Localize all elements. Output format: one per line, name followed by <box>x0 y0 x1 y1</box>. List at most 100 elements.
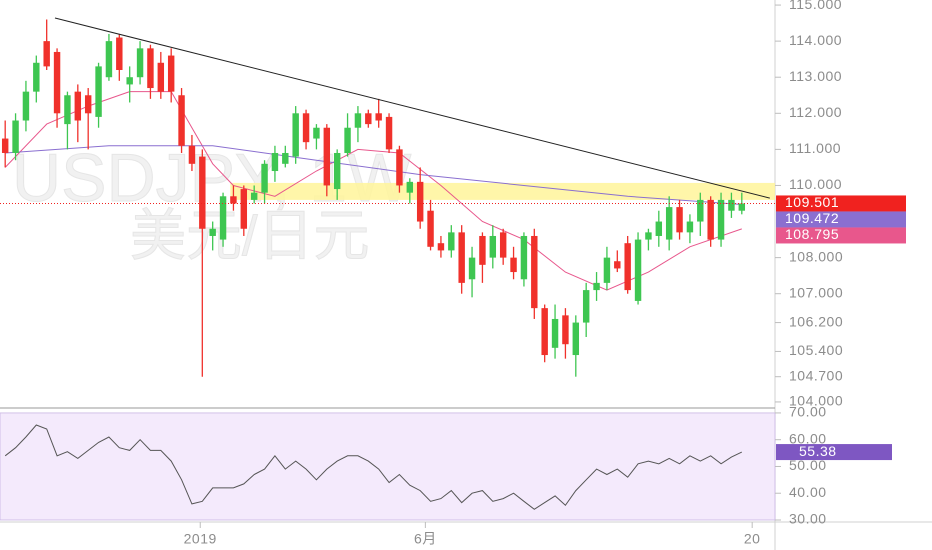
candle-body <box>178 95 185 146</box>
candle-body <box>717 199 725 240</box>
candle-body <box>188 145 196 164</box>
candle-body <box>697 199 704 222</box>
y-tick-label: 104.000 <box>789 393 843 409</box>
candle-body <box>479 235 486 265</box>
candle-body <box>271 152 279 172</box>
y-tick-label: 114.000 <box>789 32 842 48</box>
candle-body <box>12 120 19 153</box>
candle-body <box>333 152 341 190</box>
price-tag: 109.501 <box>776 194 906 212</box>
y-tick-label: 70.00 <box>789 404 827 420</box>
y-tick-label: 60.00 <box>789 430 827 446</box>
candle-body <box>416 181 424 222</box>
candle-body <box>53 51 61 114</box>
candle-body <box>624 243 631 291</box>
candle-body <box>1 138 9 153</box>
candle-body <box>655 221 663 236</box>
candle-body <box>427 210 434 247</box>
candle-body <box>105 41 113 78</box>
candle-body <box>437 243 445 251</box>
x-tick-label: 20 <box>744 531 761 547</box>
price-tag: 108.795 <box>776 226 906 244</box>
candle-body <box>323 127 331 186</box>
candle-body <box>43 41 50 67</box>
candle-body <box>167 55 175 92</box>
candle-body <box>593 282 600 291</box>
candle-body <box>199 156 206 229</box>
y-tick-label: 106.200 <box>789 313 843 329</box>
y-tick-label: 50.00 <box>789 457 827 473</box>
candle-body <box>250 192 258 200</box>
candle-body <box>396 149 403 186</box>
candle-body <box>582 290 590 323</box>
tag-label: 109.472 <box>785 210 839 226</box>
tag-label: 108.795 <box>785 226 839 242</box>
candle-body <box>147 48 154 89</box>
candle-body <box>458 232 465 283</box>
x-tick-label: 2019 <box>184 531 217 547</box>
candle-body <box>406 181 414 193</box>
candle-body <box>116 37 123 70</box>
candle-body <box>520 235 528 280</box>
candle-body <box>365 113 372 125</box>
candle-body <box>230 196 237 204</box>
candle-body <box>74 91 82 121</box>
tag-box <box>776 195 906 212</box>
candle-body <box>95 66 102 117</box>
tag-box <box>776 444 892 461</box>
candle-body <box>499 232 507 258</box>
candle-body <box>157 62 165 92</box>
watermark-name: 美元/日元 <box>130 204 370 267</box>
candle-body <box>136 48 144 78</box>
candle-body <box>84 95 92 114</box>
candle-body <box>302 113 310 143</box>
y-tick-label: 115.000 <box>789 0 842 12</box>
candle-body <box>292 113 299 157</box>
candle-body <box>614 261 621 269</box>
y-tick-label: 110.000 <box>789 176 842 192</box>
moving-average <box>5 145 742 205</box>
candle-body <box>209 228 216 236</box>
candle-body <box>634 239 642 301</box>
candle-body <box>468 257 476 280</box>
candle-body <box>126 77 133 85</box>
candle-body <box>375 113 382 121</box>
candle-body <box>531 235 538 309</box>
y-tick-label: 107.000 <box>789 284 843 300</box>
candle-body <box>33 62 40 92</box>
candle-body <box>261 163 268 193</box>
candle-body <box>665 207 673 240</box>
candle-body <box>344 127 351 153</box>
candle-body <box>448 232 455 251</box>
y-tick-label: 105.400 <box>789 342 843 358</box>
candle-body <box>541 308 548 356</box>
tag-box <box>776 227 906 244</box>
trend-line <box>54 17 770 199</box>
tag-label: 55.38 <box>799 443 837 459</box>
y-tick-label: 40.00 <box>789 484 827 500</box>
price-tag: 109.472 <box>776 210 906 228</box>
candle-body <box>240 189 248 229</box>
tag-box <box>776 211 906 228</box>
candle-body <box>551 318 559 348</box>
candle-body <box>313 127 320 139</box>
rsi-line <box>4 424 743 510</box>
candle-body <box>282 152 289 164</box>
candle-body <box>603 257 611 283</box>
candle-body <box>707 199 714 240</box>
y-tick-label: 30.00 <box>789 511 827 527</box>
candle-body <box>219 196 227 240</box>
candle-body <box>354 113 362 128</box>
x-tick-label: 6月 <box>414 531 437 547</box>
y-tick-label: 112.000 <box>789 104 842 120</box>
candle-body <box>562 315 569 345</box>
candle-body <box>676 207 683 233</box>
candle-body <box>22 91 30 121</box>
candle-body <box>510 257 517 273</box>
support-zone <box>230 182 775 200</box>
candle-body <box>64 95 71 125</box>
rsi-tag: 55.38 <box>776 443 892 461</box>
y-tick-label: 111.000 <box>789 140 841 156</box>
y-tick-label: 113.000 <box>789 68 842 84</box>
